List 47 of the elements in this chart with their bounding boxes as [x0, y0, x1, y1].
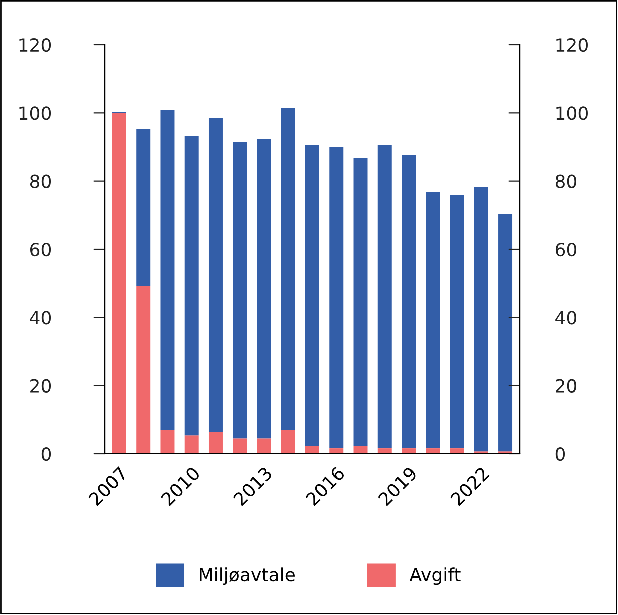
- bar: [233, 438, 248, 454]
- y-tick-label: 120: [556, 38, 588, 52]
- bar: [112, 113, 126, 454]
- y-tick-label: 80: [556, 174, 576, 188]
- y2-tick-label: 40: [30, 311, 52, 325]
- bar: [378, 145, 392, 449]
- bar: [402, 155, 416, 449]
- bar: [208, 432, 223, 454]
- bar: [354, 446, 368, 454]
- bar: [208, 118, 223, 433]
- bar: [184, 136, 199, 436]
- bar: [498, 214, 513, 452]
- bar: [474, 187, 488, 452]
- bar: [330, 448, 344, 454]
- bar: [233, 142, 248, 439]
- bar: [306, 145, 320, 446]
- y-tick-label: 40: [556, 311, 576, 325]
- bar: [378, 448, 392, 454]
- bar: [136, 129, 151, 286]
- y2-tick-label: 20: [30, 379, 52, 393]
- legend-label: Miljøavtale: [200, 568, 295, 586]
- y2-tick-label: 100: [20, 106, 52, 120]
- y-tick-label: 100: [556, 106, 588, 120]
- bar: [426, 192, 440, 449]
- bar: [426, 448, 440, 454]
- y2-tick-label: 60: [30, 242, 52, 257]
- bar: [160, 110, 175, 430]
- y-tick-label: 20: [556, 379, 576, 393]
- bar: [306, 446, 320, 454]
- bar: [354, 158, 368, 446]
- bar: [450, 195, 464, 449]
- legend-label: Avgift: [410, 568, 461, 586]
- bar: [136, 286, 151, 454]
- y2-tick-label: 0: [42, 447, 52, 462]
- bar: [281, 430, 296, 454]
- bar: [330, 147, 344, 449]
- y-tick-label: 0: [556, 447, 566, 462]
- bar: [257, 438, 272, 454]
- bar: [281, 108, 296, 430]
- bar: [402, 448, 416, 454]
- y-tick-label: 60: [556, 242, 576, 257]
- bar: [450, 448, 464, 454]
- bar: [257, 139, 272, 439]
- y2-tick-label: 80: [30, 174, 52, 188]
- bar: [184, 436, 199, 454]
- bar: [160, 430, 175, 454]
- y2-tick-label: 120: [20, 38, 52, 52]
